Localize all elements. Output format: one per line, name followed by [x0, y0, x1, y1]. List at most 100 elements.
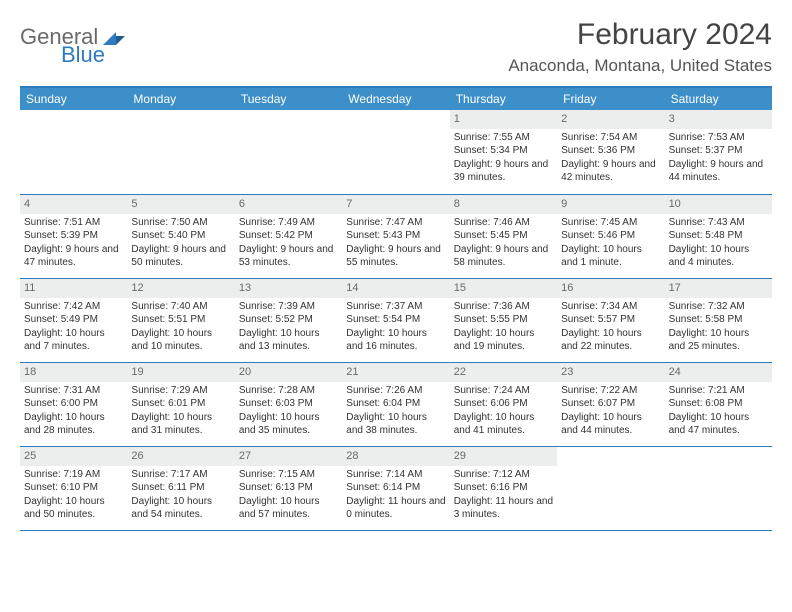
day-cell: 20Sunrise: 7:28 AMSunset: 6:03 PMDayligh…	[235, 363, 342, 446]
day-number: 29	[450, 447, 557, 466]
day-cell: 19Sunrise: 7:29 AMSunset: 6:01 PMDayligh…	[127, 363, 234, 446]
day-cell: 16Sunrise: 7:34 AMSunset: 5:57 PMDayligh…	[557, 279, 664, 362]
day-cell: 2Sunrise: 7:54 AMSunset: 5:36 PMDaylight…	[557, 110, 664, 194]
daylight-text: Daylight: 10 hours and 25 minutes.	[665, 327, 772, 354]
day-cell: 25Sunrise: 7:19 AMSunset: 6:10 PMDayligh…	[20, 447, 127, 530]
week-row: 1Sunrise: 7:55 AMSunset: 5:34 PMDaylight…	[20, 110, 772, 194]
weeks-container: 1Sunrise: 7:55 AMSunset: 5:34 PMDaylight…	[20, 110, 772, 531]
day-number: 18	[20, 363, 127, 382]
calendar: Sunday Monday Tuesday Wednesday Thursday…	[20, 86, 772, 531]
daylight-text: Daylight: 9 hours and 55 minutes.	[342, 243, 449, 270]
sunset-text: Sunset: 6:07 PM	[557, 397, 664, 411]
sunrise-text: Sunrise: 7:47 AM	[342, 216, 449, 230]
day-number: 17	[665, 279, 772, 298]
daylight-text: Daylight: 10 hours and 13 minutes.	[235, 327, 342, 354]
sunrise-text: Sunrise: 7:21 AM	[665, 384, 772, 398]
day-number: 13	[235, 279, 342, 298]
day-header-wednesday: Wednesday	[342, 88, 449, 110]
daylight-text: Daylight: 10 hours and 10 minutes.	[127, 327, 234, 354]
week-row: 11Sunrise: 7:42 AMSunset: 5:49 PMDayligh…	[20, 278, 772, 362]
daylight-text: Daylight: 9 hours and 53 minutes.	[235, 243, 342, 270]
sunset-text: Sunset: 6:00 PM	[20, 397, 127, 411]
sunset-text: Sunset: 6:04 PM	[342, 397, 449, 411]
sunrise-text: Sunrise: 7:50 AM	[127, 216, 234, 230]
day-number: 6	[235, 195, 342, 214]
day-cell: 23Sunrise: 7:22 AMSunset: 6:07 PMDayligh…	[557, 363, 664, 446]
day-number: 11	[20, 279, 127, 298]
sunset-text: Sunset: 5:57 PM	[557, 313, 664, 327]
sunset-text: Sunset: 6:11 PM	[127, 481, 234, 495]
sunrise-text: Sunrise: 7:14 AM	[342, 468, 449, 482]
day-number: 8	[450, 195, 557, 214]
sunset-text: Sunset: 5:51 PM	[127, 313, 234, 327]
day-header-tuesday: Tuesday	[235, 88, 342, 110]
day-number: 2	[557, 110, 664, 129]
daylight-text: Daylight: 11 hours and 3 minutes.	[450, 495, 557, 522]
sunset-text: Sunset: 5:42 PM	[235, 229, 342, 243]
sunset-text: Sunset: 5:34 PM	[450, 144, 557, 158]
empty-cell	[127, 110, 234, 194]
day-cell: 8Sunrise: 7:46 AMSunset: 5:45 PMDaylight…	[450, 195, 557, 278]
day-number: 14	[342, 279, 449, 298]
daylight-text: Daylight: 10 hours and 1 minute.	[557, 243, 664, 270]
day-number: 28	[342, 447, 449, 466]
daylight-text: Daylight: 10 hours and 41 minutes.	[450, 411, 557, 438]
daylight-text: Daylight: 10 hours and 44 minutes.	[557, 411, 664, 438]
sunrise-text: Sunrise: 7:43 AM	[665, 216, 772, 230]
logo-text-blue: Blue	[61, 42, 105, 67]
day-cell: 12 Sunrise: 7:40 AMSunset: 5:51 PMDayligh…	[127, 279, 234, 362]
sunrise-text: Sunrise: 7:36 AM	[450, 300, 557, 314]
sunset-text: Sunset: 6:08 PM	[665, 397, 772, 411]
day-number: 7	[342, 195, 449, 214]
sunset-text: Sunset: 5:36 PM	[557, 144, 664, 158]
day-header-friday: Friday	[557, 88, 664, 110]
sunrise-text: Sunrise: 7:46 AM	[450, 216, 557, 230]
empty-cell	[235, 110, 342, 194]
day-cell: 9Sunrise: 7:45 AMSunset: 5:46 PMDaylight…	[557, 195, 664, 278]
sunrise-text: Sunrise: 7:42 AM	[20, 300, 127, 314]
daylight-text: Daylight: 10 hours and 54 minutes.	[127, 495, 234, 522]
sunset-text: Sunset: 5:49 PM	[20, 313, 127, 327]
sunset-text: Sunset: 6:14 PM	[342, 481, 449, 495]
sunrise-text: Sunrise: 7:40 AM	[127, 300, 234, 314]
month-title: February 2024	[508, 18, 772, 52]
title-block: February 2024 Anaconda, Montana, United …	[508, 18, 772, 76]
day-number: 12	[127, 279, 234, 298]
logo-icon	[103, 27, 129, 47]
header: General February 2024 Anaconda, Montana,…	[20, 18, 772, 76]
day-header-monday: Monday	[127, 88, 234, 110]
sunrise-text: Sunrise: 7:31 AM	[20, 384, 127, 398]
sunset-text: Sunset: 6:16 PM	[450, 481, 557, 495]
sunset-text: Sunset: 5:45 PM	[450, 229, 557, 243]
sunset-text: Sunset: 5:54 PM	[342, 313, 449, 327]
daylight-text: Daylight: 10 hours and 35 minutes.	[235, 411, 342, 438]
day-cell: 4Sunrise: 7:51 AMSunset: 5:39 PMDaylight…	[20, 195, 127, 278]
day-number: 26	[127, 447, 234, 466]
sunrise-text: Sunrise: 7:34 AM	[557, 300, 664, 314]
daylight-text: Daylight: 10 hours and 38 minutes.	[342, 411, 449, 438]
sunrise-text: Sunrise: 7:17 AM	[127, 468, 234, 482]
empty-cell	[665, 447, 772, 530]
week-row: 4Sunrise: 7:51 AMSunset: 5:39 PMDaylight…	[20, 194, 772, 278]
sunset-text: Sunset: 5:55 PM	[450, 313, 557, 327]
day-number: 21	[342, 363, 449, 382]
daylight-text: Daylight: 10 hours and 31 minutes.	[127, 411, 234, 438]
day-header-saturday: Saturday	[665, 88, 772, 110]
logo-text-blue-wrap: Blue	[59, 42, 105, 68]
sunset-text: Sunset: 6:10 PM	[20, 481, 127, 495]
day-cell: 3Sunrise: 7:53 AMSunset: 5:37 PMDaylight…	[665, 110, 772, 194]
sunset-text: Sunset: 5:39 PM	[20, 229, 127, 243]
day-cell: 14Sunrise: 7:37 AMSunset: 5:54 PMDayligh…	[342, 279, 449, 362]
sunset-text: Sunset: 6:13 PM	[235, 481, 342, 495]
sunrise-text: Sunrise: 7:45 AM	[557, 216, 664, 230]
sunrise-text: Sunrise: 7:53 AM	[665, 131, 772, 145]
daylight-text: Daylight: 9 hours and 44 minutes.	[665, 158, 772, 185]
location: Anaconda, Montana, United States	[508, 56, 772, 76]
sunrise-text: Sunrise: 7:55 AM	[450, 131, 557, 145]
day-headers-row: Sunday Monday Tuesday Wednesday Thursday…	[20, 88, 772, 110]
day-cell: 13Sunrise: 7:39 AMSunset: 5:52 PMDayligh…	[235, 279, 342, 362]
daylight-text: Daylight: 11 hours and 0 minutes.	[342, 495, 449, 522]
day-number: 15	[450, 279, 557, 298]
day-cell: 5Sunrise: 7:50 AMSunset: 5:40 PMDaylight…	[127, 195, 234, 278]
day-number: 5	[127, 195, 234, 214]
